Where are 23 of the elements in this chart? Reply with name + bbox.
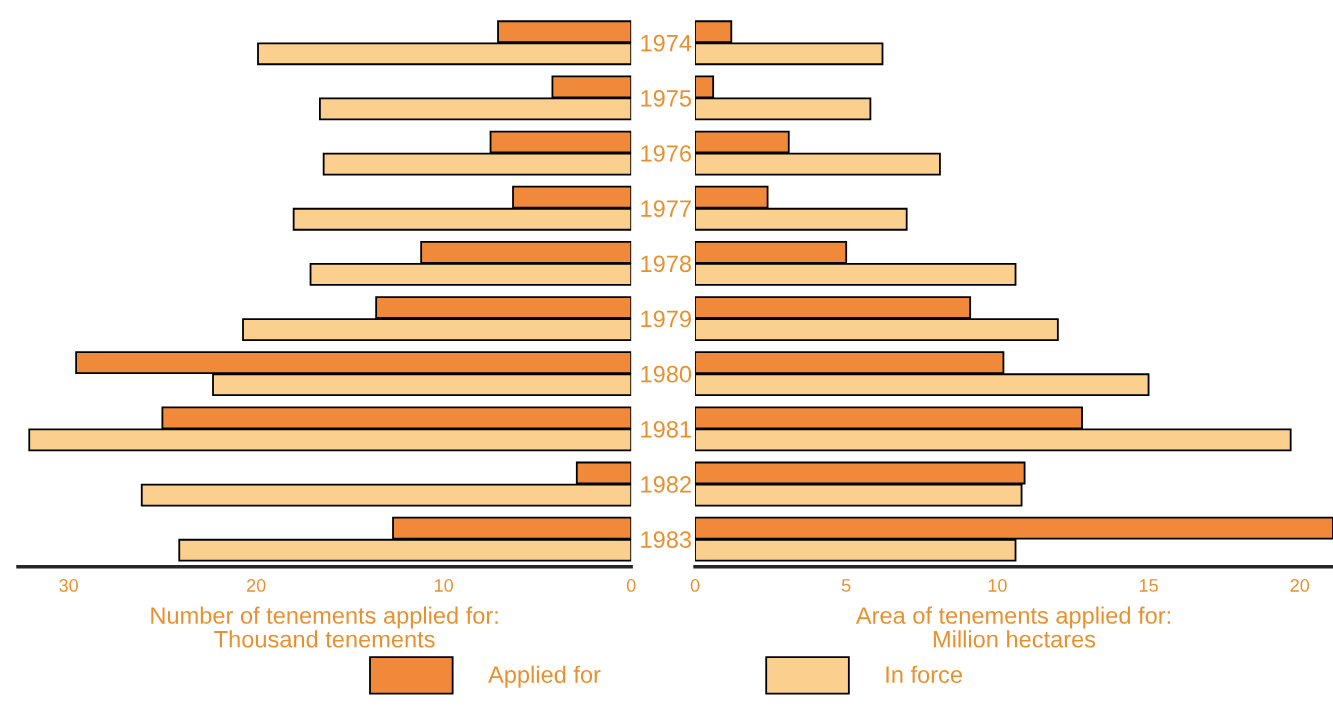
legend-label: In force [886, 665, 962, 684]
x-tick-label: 10 [434, 579, 453, 592]
x-tick-label: 0 [690, 579, 700, 592]
x-tick-label: 10 [988, 579, 1007, 592]
y-tick-label: 1975 [641, 89, 692, 107]
y-tick-label: 1976 [641, 145, 691, 162]
y-tick-label: 1977 [641, 200, 691, 218]
y-tick-label: 1978 [641, 255, 692, 273]
x-tick-label: 20 [1290, 579, 1310, 592]
x-tick-label: 15 [1139, 579, 1158, 592]
y-tick-label: 1980 [641, 365, 692, 383]
y-tick-label: 1982 [641, 476, 691, 493]
x-axis-title: Area of tenements applied for: Million hectares [855, 606, 1171, 648]
y-tick-label: 1979 [641, 310, 691, 328]
x-tick-label: 20 [247, 579, 266, 592]
y-tick-label: 1974 [641, 34, 692, 52]
y-tick-label: 1983 [641, 531, 691, 548]
x-tick-label: 0 [626, 579, 636, 592]
x-tick-label: 5 [841, 579, 851, 592]
legend-label: Applied for [488, 665, 601, 688]
x-axis-title: Number of tenements applied for: Thousand tenements [151, 606, 498, 648]
y-tick-label: 1981 [641, 420, 691, 438]
x-tick-label: 30 [59, 579, 78, 592]
